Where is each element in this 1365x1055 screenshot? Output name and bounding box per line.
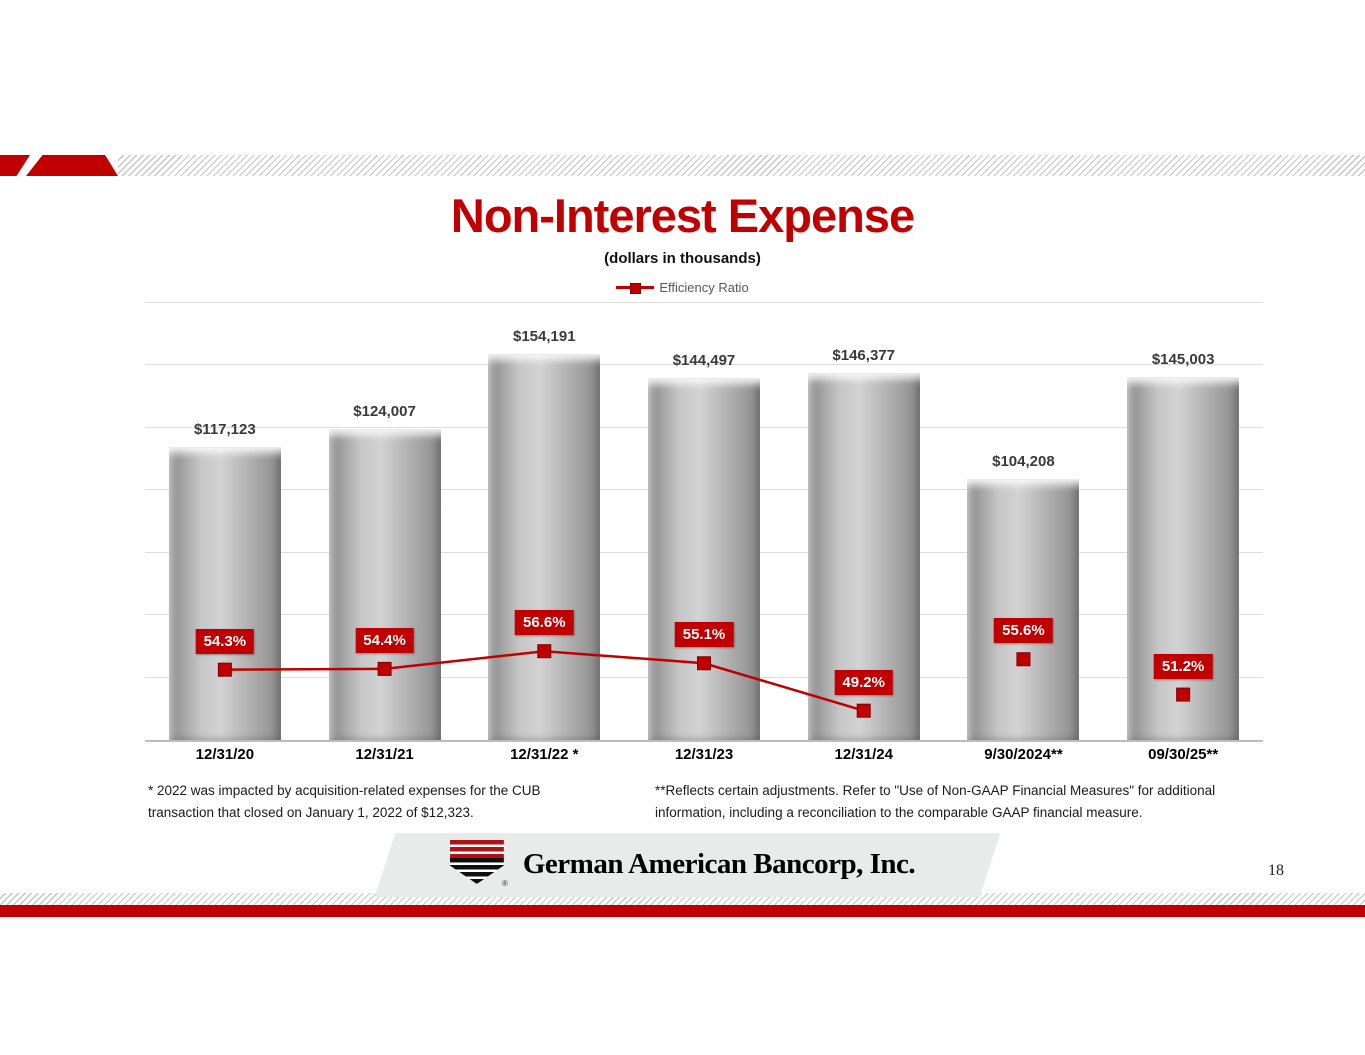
x-axis-label: 12/31/23 bbox=[674, 746, 734, 763]
x-axis-label: 9/30/2024** bbox=[984, 746, 1063, 763]
efficiency-ratio-label: 51.2% bbox=[1153, 653, 1213, 679]
gridline bbox=[145, 364, 1263, 366]
company-name: German American Bancorp, Inc. bbox=[522, 847, 916, 880]
company-shield-icon: ® bbox=[449, 840, 510, 888]
efficiency-ratio-label: 55.1% bbox=[674, 622, 734, 648]
red-corner-shape-large bbox=[26, 155, 118, 176]
footnote-double-asterisk: **Reflects certain adjustments. Refer to… bbox=[655, 783, 1216, 820]
chart-legend: Efficiency Ratio bbox=[0, 280, 1365, 295]
bar-chart-plot: $117,123 $124,007 $154,191 $144,497 $146,377… bbox=[145, 280, 1263, 742]
x-axis-label: 12/31/20 bbox=[195, 746, 255, 763]
efficiency-ratio-label: 56.6% bbox=[515, 610, 574, 636]
expense-bar bbox=[967, 478, 1080, 740]
shield-red-stripes bbox=[449, 840, 504, 859]
efficiency-ratio-label: 54.3% bbox=[195, 628, 255, 654]
expense-bar bbox=[648, 378, 760, 740]
efficiency-ratio-label: 49.2% bbox=[834, 669, 893, 695]
top-hatch-stripe bbox=[118, 155, 1365, 176]
page-title: Non-Interest Expense bbox=[450, 189, 915, 242]
bottom-hatch-stripe bbox=[0, 893, 1365, 908]
bar-value-label: $117,123 bbox=[193, 420, 256, 438]
efficiency-ratio-label: 54.4% bbox=[355, 627, 414, 653]
bar-value-label: $154,191 bbox=[512, 327, 576, 345]
efficiency-ratio-label: 55.6% bbox=[994, 618, 1053, 644]
legend-square-icon bbox=[630, 283, 642, 294]
expense-bar bbox=[1127, 376, 1240, 740]
footnote-asterisk: * 2022 was impacted by acquisition-relat… bbox=[148, 783, 541, 820]
red-corner-shape-small bbox=[0, 155, 30, 176]
x-axis: 12/31/20 12/31/21 12/31/22 * 12/31/23 12/31/… bbox=[145, 746, 1263, 763]
legend-label: Efficiency Ratio bbox=[659, 280, 749, 295]
shield-stripes-icon bbox=[449, 840, 504, 884]
x-axis-label: 12/31/21 bbox=[355, 746, 414, 763]
shield-black-stripes bbox=[449, 858, 504, 884]
bar-value-label: $144,497 bbox=[672, 352, 736, 370]
page-number: 18 bbox=[1268, 862, 1284, 879]
x-axis-label: 09/30/25** bbox=[1148, 746, 1219, 763]
efficiency-ratio-legend-marker-icon bbox=[616, 282, 655, 294]
bar-value-label: $146,377 bbox=[832, 347, 895, 365]
expense-bar bbox=[488, 353, 601, 740]
gridline bbox=[145, 301, 1263, 303]
chart-subtitle: (dollars in thousands) bbox=[604, 250, 761, 267]
bar-value-label: $104,208 bbox=[992, 452, 1055, 470]
x-axis-label: 12/31/22 * bbox=[510, 746, 579, 763]
expense-bar bbox=[168, 446, 281, 740]
x-axis-label: 12/31/24 bbox=[834, 746, 893, 763]
registered-trademark-symbol: ® bbox=[501, 879, 508, 888]
bottom-red-bar bbox=[0, 905, 1365, 917]
expense-bar bbox=[328, 429, 441, 740]
top-decorative-band bbox=[0, 155, 1365, 176]
bar-value-label: $124,007 bbox=[353, 403, 416, 421]
bar-value-label: $145,003 bbox=[1151, 350, 1215, 368]
company-logo: ® German American Bancorp, Inc. bbox=[0, 840, 1365, 888]
